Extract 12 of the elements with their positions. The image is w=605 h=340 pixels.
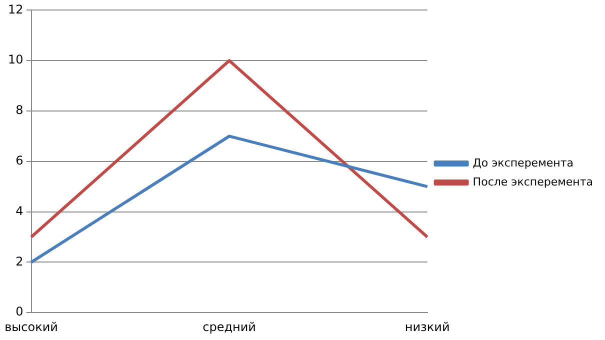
y-tick-label: 6 [16, 154, 24, 168]
legend-label: До эксперемента [472, 156, 574, 170]
y-tick-label: 4 [16, 204, 24, 218]
x-tick-label: высокий [4, 320, 58, 334]
y-tick-label: 0 [16, 304, 24, 319]
x-tick-label: средний [202, 320, 256, 334]
legend-label: После эксперемента [472, 175, 594, 188]
x-tick-label: низкий [404, 320, 450, 334]
y-tick-label: 12 [8, 2, 24, 16]
y-tick-label: 8 [16, 103, 24, 118]
y-tick-label: 10 [8, 52, 24, 67]
y-tick-label: 2 [16, 254, 24, 268]
